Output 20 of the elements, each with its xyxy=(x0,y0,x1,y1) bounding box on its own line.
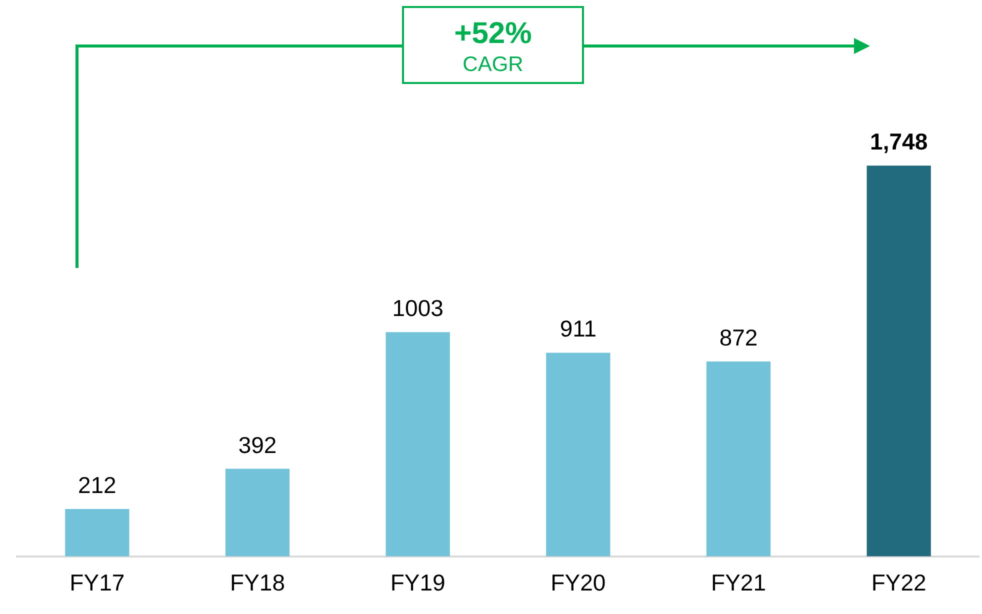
data-label: 872 xyxy=(719,324,758,350)
data-label: 911 xyxy=(560,316,597,342)
bar xyxy=(546,352,610,556)
text: +52% xyxy=(453,17,533,51)
bar xyxy=(225,468,290,556)
text: CAGR xyxy=(462,53,524,77)
x-tick-label: FY19 xyxy=(390,570,446,596)
x-tick-label: FY21 xyxy=(711,570,766,596)
data-label: 212 xyxy=(78,472,116,498)
bar xyxy=(706,361,771,556)
bar xyxy=(386,332,450,556)
x-tick-label: FY22 xyxy=(871,570,926,596)
data-label: 1003 xyxy=(392,295,444,322)
bar xyxy=(65,509,130,556)
x-tick-label: FY18 xyxy=(230,570,285,596)
data-label: 392 xyxy=(238,432,277,458)
x-tick-label: FY17 xyxy=(70,570,125,596)
x-tick-label: FY20 xyxy=(550,570,606,596)
bar xyxy=(866,166,931,556)
data-label: 1,748 xyxy=(870,128,928,155)
